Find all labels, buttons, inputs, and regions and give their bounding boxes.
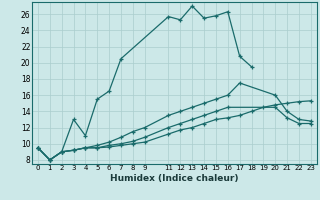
X-axis label: Humidex (Indice chaleur): Humidex (Indice chaleur) — [110, 174, 239, 183]
